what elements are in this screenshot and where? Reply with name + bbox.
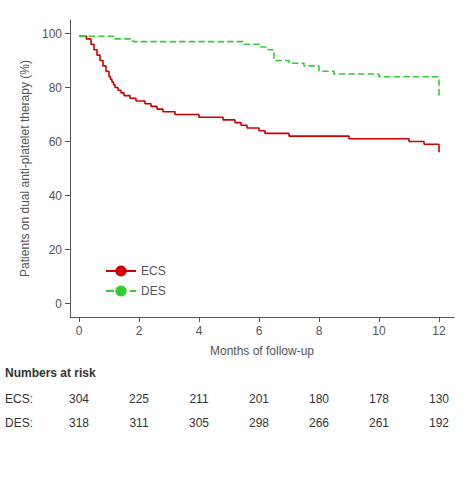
svg-text:211: 211 (189, 392, 208, 406)
svg-text:178: 178 (369, 392, 389, 406)
svg-text:DES: DES (141, 284, 166, 298)
svg-text:192: 192 (429, 416, 449, 430)
svg-text:DES:: DES: (5, 416, 33, 430)
svg-text:20: 20 (49, 243, 63, 257)
svg-text:8: 8 (316, 324, 323, 338)
svg-text:180: 180 (309, 392, 329, 406)
svg-text:Numbers at risk: Numbers at risk (5, 366, 96, 380)
svg-text:266: 266 (309, 416, 329, 430)
svg-text:Patients on dual anti-platelet: Patients on dual anti-platelet therapy (… (18, 60, 32, 277)
svg-text:225: 225 (129, 392, 149, 406)
svg-text:304: 304 (69, 392, 89, 406)
svg-text:6: 6 (256, 324, 263, 338)
svg-text:ECS:: ECS: (5, 392, 33, 406)
svg-text:0: 0 (76, 324, 83, 338)
svg-text:298: 298 (249, 416, 269, 430)
svg-text:80: 80 (49, 81, 63, 95)
svg-text:Months of follow-up: Months of follow-up (210, 344, 314, 358)
svg-text:130: 130 (429, 392, 449, 406)
svg-text:40: 40 (49, 189, 63, 203)
svg-text:261: 261 (369, 416, 389, 430)
svg-text:201: 201 (249, 392, 269, 406)
svg-text:311: 311 (129, 416, 148, 430)
svg-text:12: 12 (432, 324, 446, 338)
svg-text:4: 4 (196, 324, 203, 338)
svg-text:60: 60 (49, 135, 63, 149)
svg-text:0: 0 (55, 297, 62, 311)
svg-text:100: 100 (42, 27, 62, 41)
svg-text:318: 318 (69, 416, 89, 430)
svg-text:10: 10 (372, 324, 386, 338)
svg-text:ECS: ECS (141, 264, 166, 278)
svg-text:2: 2 (136, 324, 143, 338)
svg-text:305: 305 (189, 416, 209, 430)
